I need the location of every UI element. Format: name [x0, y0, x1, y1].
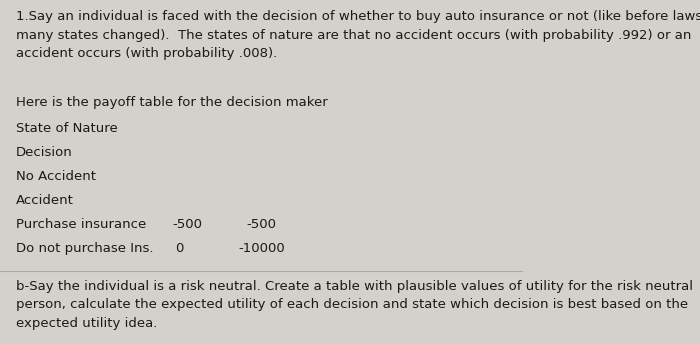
Text: -500: -500	[173, 218, 203, 231]
Text: Do not purchase Ins.: Do not purchase Ins.	[15, 242, 153, 255]
Text: -10000: -10000	[238, 242, 285, 255]
Text: -500: -500	[246, 218, 276, 231]
Text: Here is the payoff table for the decision maker: Here is the payoff table for the decisio…	[15, 96, 328, 109]
Text: 0: 0	[176, 242, 183, 255]
Text: b-Say the individual is a risk neutral. Create a table with plausible values of : b-Say the individual is a risk neutral. …	[15, 280, 693, 330]
Text: Decision: Decision	[15, 146, 73, 159]
Text: Accident: Accident	[15, 194, 74, 207]
Text: 1.Say an individual is faced with the decision of whether to buy auto insurance : 1.Say an individual is faced with the de…	[15, 10, 700, 60]
Text: Purchase insurance: Purchase insurance	[15, 218, 146, 231]
Text: No Accident: No Accident	[15, 170, 96, 183]
Text: State of Nature: State of Nature	[15, 122, 118, 135]
